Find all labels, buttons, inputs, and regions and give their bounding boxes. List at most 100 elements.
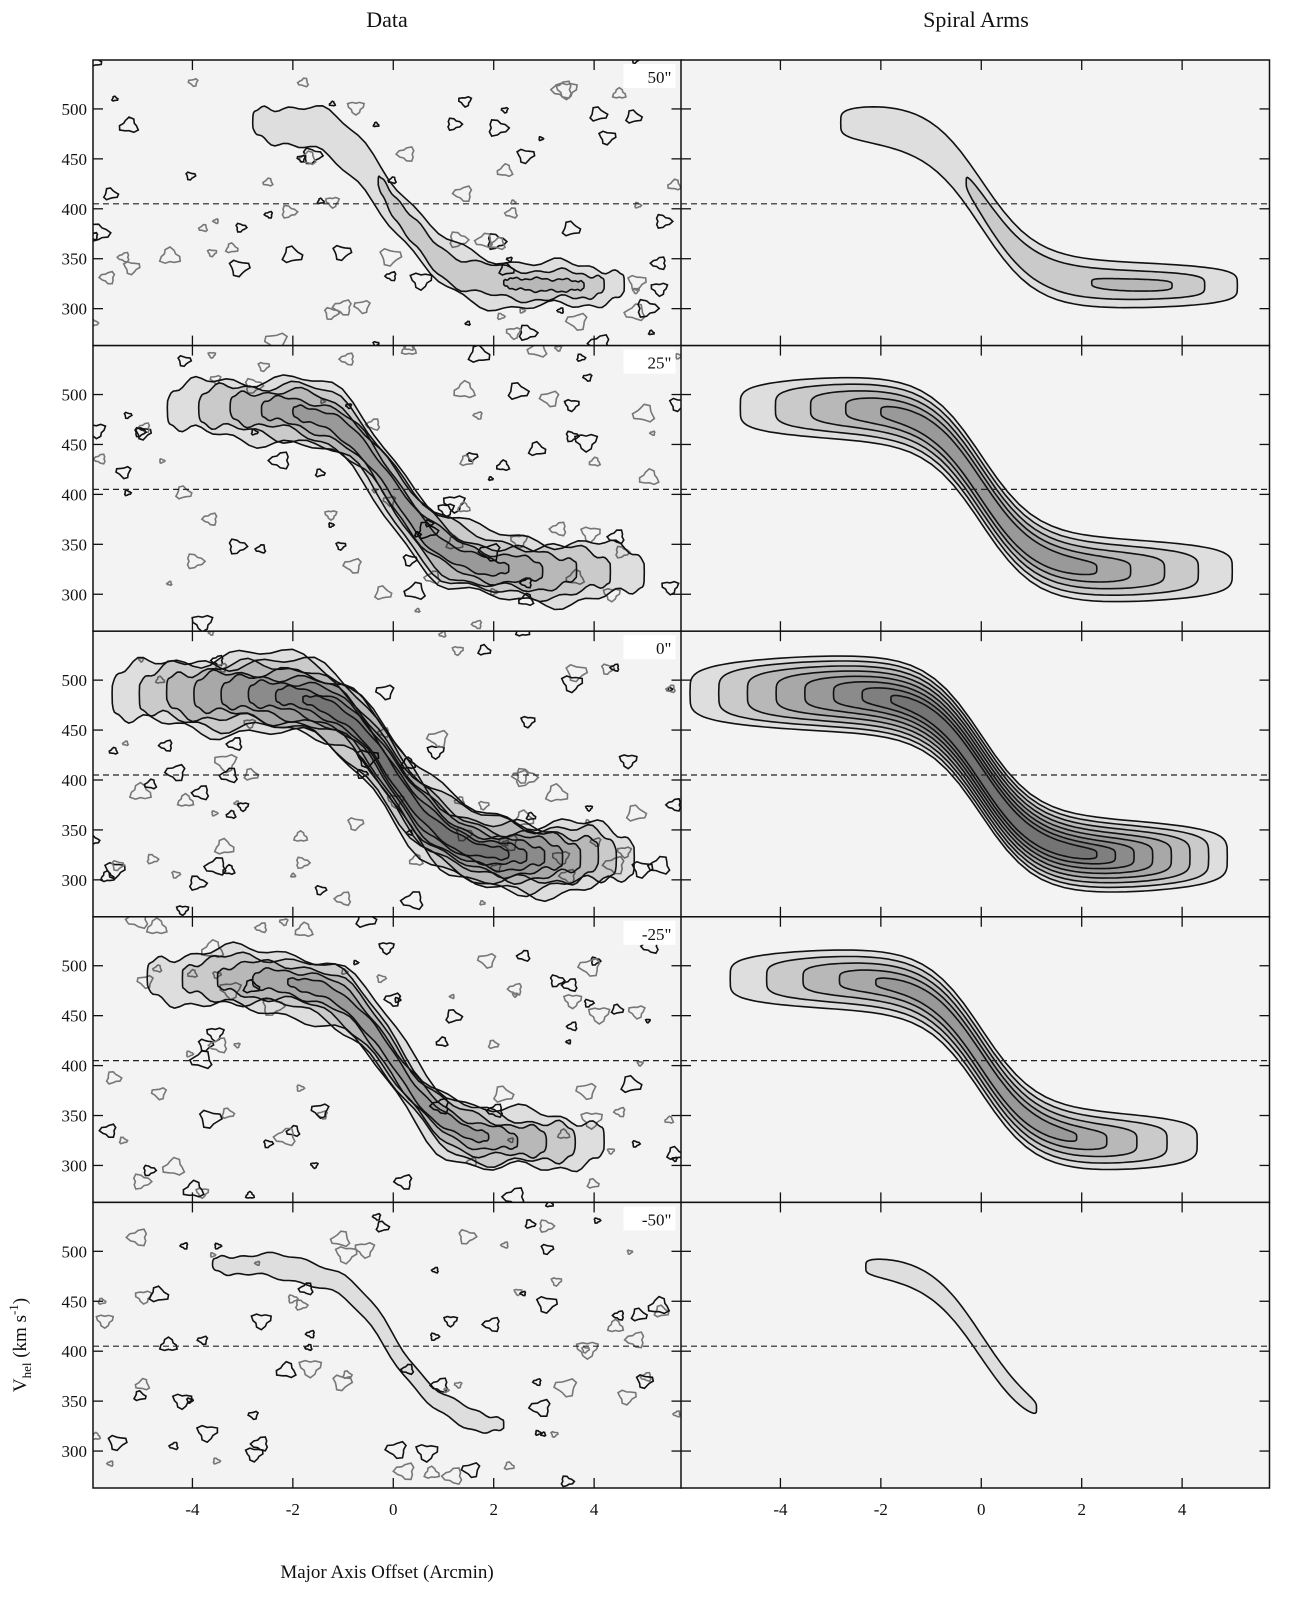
column-title: Data xyxy=(366,7,408,32)
noise-contour xyxy=(209,1251,217,1258)
noise-contour xyxy=(214,662,228,673)
noise-contour xyxy=(430,1266,440,1274)
noise-contour xyxy=(583,998,596,1008)
noise-contour xyxy=(250,428,260,436)
noise-contour xyxy=(510,769,529,784)
noise-contour xyxy=(123,489,133,497)
noise-contour xyxy=(506,982,523,996)
noise-contour xyxy=(511,992,519,999)
noise-contour xyxy=(171,1393,193,1411)
noise-contour xyxy=(414,1443,439,1463)
noise-contour xyxy=(400,345,418,356)
x-tick-label: 2 xyxy=(1077,1500,1086,1519)
contour xyxy=(377,175,606,304)
noise-contour xyxy=(635,1374,655,1390)
noise-contour xyxy=(664,1115,675,1124)
noise-contour xyxy=(182,1179,205,1198)
noise-contour xyxy=(150,1087,168,1101)
noise-contour xyxy=(399,1363,415,1376)
noise-contour xyxy=(165,580,173,587)
panel-bg xyxy=(93,1202,682,1488)
noise-contour xyxy=(661,580,680,596)
y-label-main: V xyxy=(10,1378,31,1392)
noise-contour xyxy=(575,1082,597,1101)
noise-contour xyxy=(118,1136,129,1145)
noise-contour xyxy=(667,686,674,692)
noise-contour xyxy=(587,1007,611,1025)
row-label-bg xyxy=(623,1206,676,1231)
noise-contour xyxy=(538,135,545,142)
noise-contour xyxy=(332,244,353,262)
noise-contour xyxy=(219,981,243,1001)
noise-contour xyxy=(225,809,237,820)
noise-contour xyxy=(515,949,531,963)
noise-contour xyxy=(354,1241,376,1260)
noise-contour xyxy=(134,426,148,438)
noise-contour xyxy=(456,500,471,513)
noise-contour xyxy=(403,581,427,601)
noise-contour xyxy=(177,354,193,368)
noise-contour xyxy=(310,1161,320,1170)
noise-contour xyxy=(519,1290,527,1297)
contour xyxy=(274,684,528,866)
noise-contour xyxy=(487,1039,500,1050)
noise-contour xyxy=(134,1290,153,1306)
noise-contour xyxy=(346,817,365,832)
noise-contour xyxy=(507,381,531,401)
noise-contour xyxy=(281,204,299,219)
noise-contour xyxy=(289,872,297,878)
y-tick-label: 450 xyxy=(62,1292,88,1311)
noise-contour xyxy=(95,1314,115,1330)
noise-contour xyxy=(666,178,682,191)
noise-contour xyxy=(576,353,587,363)
noise-contour xyxy=(554,82,579,101)
noise-contour xyxy=(257,361,271,373)
noise-contour xyxy=(589,106,609,122)
noise-contour xyxy=(453,379,477,399)
y-tick-label: 300 xyxy=(62,585,88,604)
noise-contour xyxy=(244,1190,256,1199)
noise-contour xyxy=(281,245,304,264)
noise-contour xyxy=(211,218,219,225)
noise-contour xyxy=(476,643,492,656)
noise-contour xyxy=(163,763,186,782)
noise-contour xyxy=(335,541,347,552)
noise-contour xyxy=(581,373,593,383)
panel xyxy=(93,631,682,917)
noise-contour xyxy=(93,834,101,845)
noise-contour xyxy=(294,921,314,938)
noise-contour xyxy=(304,1329,316,1339)
x-tick-label: -2 xyxy=(874,1500,888,1519)
noise-contour xyxy=(503,1460,515,1471)
noise-contour xyxy=(496,312,507,321)
noise-contour xyxy=(638,467,660,486)
row-label-bg xyxy=(623,635,676,660)
noise-contour xyxy=(477,542,501,562)
noise-contour xyxy=(228,538,249,555)
noise-contour xyxy=(186,553,207,570)
y-axis-label: Vhel (km s-1) xyxy=(6,1298,34,1392)
noise-contour xyxy=(453,1381,463,1390)
noise-contour xyxy=(610,1003,625,1015)
noise-contour xyxy=(250,1313,272,1331)
contour xyxy=(260,394,544,586)
noise-contour xyxy=(134,426,153,441)
noise-contour xyxy=(214,1242,223,1250)
y-tick-label: 450 xyxy=(62,435,88,454)
y-label-close: ) xyxy=(10,1298,31,1304)
noise-contour xyxy=(606,1318,625,1333)
noise-contour xyxy=(134,1377,151,1391)
x-tick-label: 4 xyxy=(590,1500,599,1519)
noise-contour xyxy=(253,922,268,934)
noise-contour xyxy=(626,1249,634,1255)
noise-contour xyxy=(625,804,648,822)
noise-contour xyxy=(531,1378,542,1387)
noise-contour xyxy=(158,458,167,464)
noise-contour xyxy=(198,1109,224,1129)
noise-contour xyxy=(550,1277,563,1288)
noise-contour xyxy=(93,60,103,67)
y-tick-label: 400 xyxy=(62,1057,88,1076)
noise-contour xyxy=(636,1060,644,1068)
noise-contour xyxy=(460,1461,481,1479)
y-tick-label: 500 xyxy=(62,386,88,405)
